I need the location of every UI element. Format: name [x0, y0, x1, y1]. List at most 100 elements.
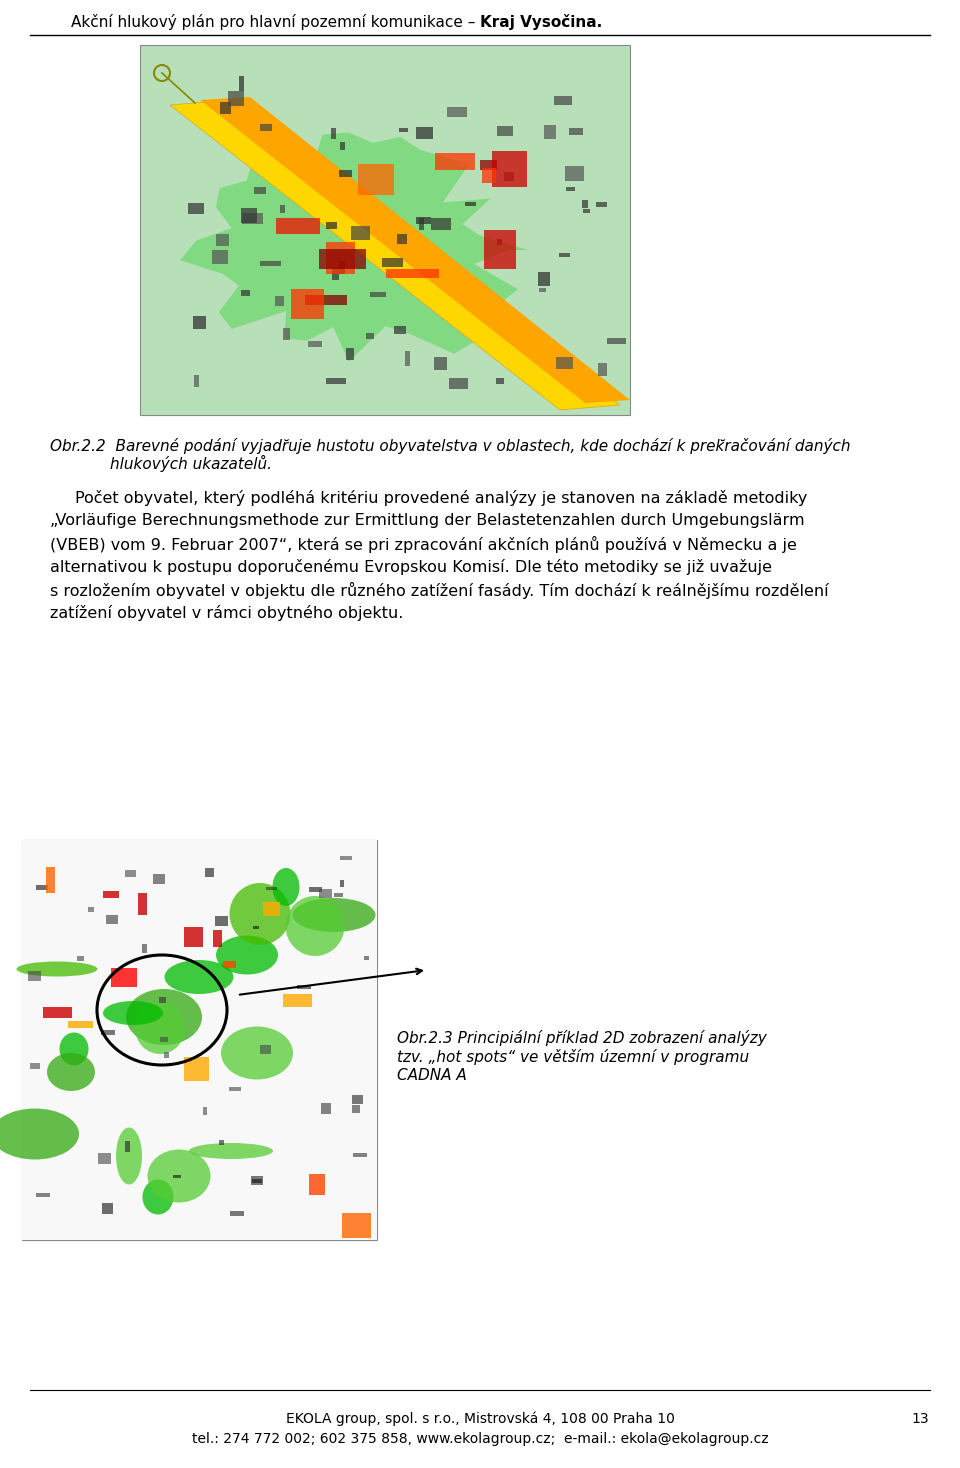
Bar: [230, 1211, 244, 1216]
Ellipse shape: [293, 898, 375, 932]
Bar: [254, 186, 266, 194]
Bar: [111, 967, 137, 986]
Bar: [241, 208, 257, 223]
Ellipse shape: [148, 1149, 210, 1202]
Bar: [242, 213, 263, 225]
Ellipse shape: [60, 1032, 88, 1066]
Bar: [321, 1102, 331, 1114]
Bar: [465, 203, 476, 206]
Bar: [339, 170, 352, 178]
Text: Kraj Vysočina.: Kraj Vysočina.: [480, 15, 602, 29]
Bar: [331, 128, 336, 139]
Bar: [340, 856, 352, 860]
Bar: [229, 1086, 241, 1091]
Bar: [228, 91, 244, 106]
Bar: [435, 153, 475, 170]
Ellipse shape: [229, 882, 291, 945]
Bar: [607, 338, 626, 344]
Bar: [22, 840, 377, 1240]
Ellipse shape: [0, 1108, 79, 1160]
Bar: [334, 893, 343, 897]
Bar: [565, 166, 584, 181]
Text: 13: 13: [911, 1412, 929, 1425]
Bar: [497, 126, 513, 137]
Bar: [266, 887, 277, 890]
Bar: [140, 46, 630, 415]
Bar: [125, 1141, 130, 1152]
Bar: [241, 291, 250, 297]
Bar: [260, 123, 272, 131]
Bar: [596, 203, 607, 207]
Bar: [46, 868, 55, 893]
Bar: [263, 901, 280, 916]
Bar: [583, 208, 590, 213]
Bar: [366, 333, 374, 339]
Bar: [416, 128, 433, 139]
Bar: [419, 219, 424, 230]
Bar: [297, 985, 311, 989]
Bar: [342, 1213, 371, 1238]
Bar: [43, 1007, 72, 1017]
Bar: [394, 326, 406, 335]
Bar: [346, 348, 354, 360]
Bar: [447, 107, 467, 117]
Bar: [153, 873, 165, 884]
Bar: [68, 1022, 93, 1028]
Bar: [215, 916, 228, 926]
Bar: [434, 357, 447, 370]
Text: EKOLA group, spol. s r.o., Mistrovská 4, 108 00 Praha 10: EKOLA group, spol. s r.o., Mistrovská 4,…: [285, 1412, 675, 1427]
Bar: [260, 261, 281, 266]
Ellipse shape: [16, 962, 98, 976]
Ellipse shape: [116, 1127, 142, 1185]
Ellipse shape: [189, 1144, 273, 1160]
Bar: [386, 269, 439, 277]
Text: Obr.2.3 Principiální pr̆íklad 2D zobrazení analýzy: Obr.2.3 Principiální pr̆íklad 2D zobraze…: [397, 1031, 767, 1047]
Bar: [566, 186, 575, 191]
Bar: [102, 1202, 113, 1214]
Bar: [326, 377, 346, 385]
Bar: [319, 250, 366, 269]
Bar: [340, 142, 345, 150]
Bar: [492, 151, 527, 186]
Ellipse shape: [164, 960, 233, 994]
Bar: [30, 1063, 40, 1069]
Bar: [482, 167, 496, 184]
Bar: [291, 289, 324, 319]
Bar: [106, 915, 118, 923]
Bar: [569, 128, 583, 135]
Text: zatížení obyvatel v rámci obytného objektu.: zatížení obyvatel v rámci obytného objek…: [50, 605, 403, 621]
Ellipse shape: [135, 1003, 185, 1054]
Bar: [309, 887, 322, 893]
Text: Obr.2.2  Barevné podání vyjadr̆uje hustotu obyvatelstva v oblastech, kde dochází: Obr.2.2 Barevné podání vyjadr̆uje hustot…: [50, 437, 851, 454]
Bar: [184, 926, 203, 947]
Bar: [101, 1031, 115, 1035]
Bar: [98, 1152, 111, 1164]
Bar: [28, 970, 41, 981]
Bar: [142, 944, 147, 953]
Bar: [358, 164, 394, 195]
Bar: [260, 1045, 271, 1054]
Bar: [309, 1174, 325, 1195]
Ellipse shape: [216, 935, 278, 975]
Text: s rozložením obyvatel v objektu dle různého zatížení fasády. Tím dochází k reáln: s rozložením obyvatel v objektu dle různ…: [50, 581, 828, 599]
Bar: [223, 962, 236, 967]
Bar: [280, 206, 285, 213]
Polygon shape: [200, 97, 630, 404]
Bar: [283, 327, 290, 341]
Bar: [332, 269, 339, 280]
Bar: [220, 101, 231, 115]
Text: CADNA A: CADNA A: [397, 1069, 467, 1083]
Bar: [194, 374, 199, 388]
Bar: [351, 226, 370, 239]
Bar: [496, 377, 504, 385]
Bar: [539, 288, 546, 292]
Bar: [252, 1179, 262, 1183]
Bar: [352, 1095, 363, 1104]
Bar: [504, 172, 514, 181]
Bar: [326, 242, 355, 275]
Bar: [397, 233, 407, 244]
Text: (VBEB) vom 9. Februar 2007“, která se pri zpracování akčních plánů používá v Něm: (VBEB) vom 9. Februar 2007“, která se pr…: [50, 536, 797, 553]
Bar: [193, 316, 206, 329]
Ellipse shape: [273, 868, 300, 906]
Bar: [239, 76, 244, 91]
